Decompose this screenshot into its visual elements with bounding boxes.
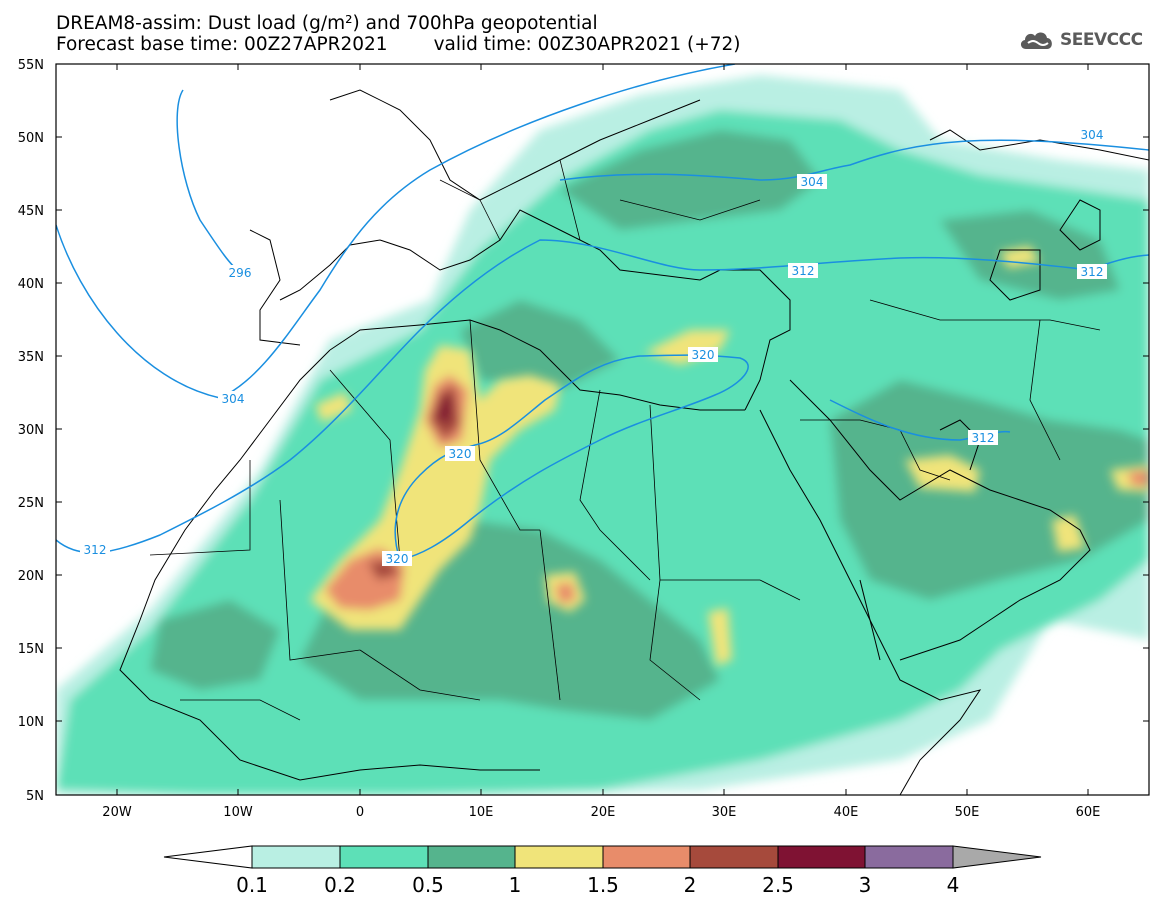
lat-label: 55N (18, 58, 44, 73)
dust-band-2.5 (436, 396, 452, 424)
lon-label: 50E (955, 805, 980, 820)
contour-label: 312 (1081, 265, 1104, 279)
lat-label: 10N (18, 715, 44, 730)
lon-label: 20E (591, 805, 616, 820)
colorbar: 0.1 0.2 0.5 1 1.5 2 2.5 3 4 (163, 845, 1042, 897)
lat-label: 20N (18, 569, 44, 584)
tick-marks (56, 63, 1149, 795)
lon-label: 30E (712, 805, 737, 820)
valid-time: valid time: 00Z30APR2021 (+72) (433, 34, 741, 55)
logo-text: SEEVCCC (1060, 30, 1143, 50)
lon-label: 60E (1076, 805, 1101, 820)
contour-304 (559, 139, 1149, 181)
cloud-logo-icon (1020, 32, 1052, 49)
lat-label: 5N (26, 789, 44, 804)
dust-field (56, 64, 1149, 795)
contour-label: 320 (692, 348, 715, 362)
lon-label: 20W (102, 805, 132, 820)
lat-labels: 55N 50N 45N 40N 35N 30N 25N 20N 15N 10N … (18, 58, 44, 804)
colorbar-segment (864, 845, 954, 869)
colorbar-label: 0.2 (324, 873, 356, 897)
lat-label: 45N (18, 204, 44, 219)
lat-label: 30N (18, 423, 44, 438)
dust-band-1 (708, 608, 732, 666)
colorbar-label: 1.5 (587, 873, 619, 897)
colorbar-label: 0.5 (412, 873, 444, 897)
seevccc-logo: SEEVCCC (1018, 27, 1143, 53)
lon-label: 40E (834, 805, 859, 820)
colorbar-under (163, 845, 253, 869)
contour-label: 312 (972, 431, 995, 445)
contour-label: 320 (449, 447, 472, 461)
contour-label: 304 (801, 175, 824, 189)
contour-label: 296 (229, 266, 252, 280)
contour-label: 312 (792, 264, 815, 278)
colorbar-label: 1 (509, 873, 522, 897)
colorbar-segment (602, 845, 691, 869)
dust-band-1.5 (1128, 470, 1149, 486)
colorbar-over (952, 845, 1042, 869)
lat-label: 50N (18, 131, 44, 146)
lat-label: 35N (18, 350, 44, 365)
dust-band-1 (1052, 515, 1085, 552)
contour-label: 304 (1081, 128, 1104, 142)
map-subtitle: Forecast base time: 00Z27APR2021 valid ti… (56, 35, 741, 55)
dust-band-1 (645, 330, 730, 365)
lon-label: 10E (469, 805, 494, 820)
colorbar-segment (514, 845, 604, 869)
forecast-base-time: Forecast base time: 00Z27APR2021 (56, 34, 388, 55)
colorbar-label: 4 (947, 873, 960, 897)
contour-label: 312 (84, 543, 107, 557)
colorbar-segment (251, 845, 341, 869)
contour-label: 320 (386, 552, 409, 566)
dust-band-1.5 (555, 582, 576, 604)
dust-band-0.5 (460, 300, 620, 390)
contour-label: 304 (222, 392, 245, 406)
contour-296 (176, 89, 241, 273)
colorbar-label: 0.1 (236, 873, 268, 897)
colorbar-segment (339, 845, 429, 869)
colorbar-segment (689, 845, 779, 869)
contour-304 (56, 64, 736, 399)
contour-labels: 296 304 304 304 304 312 312 312 312 320 … (80, 127, 1107, 566)
colorbar-label: 3 (859, 873, 872, 897)
lat-label: 40N (18, 277, 44, 292)
lon-label: 0 (356, 805, 364, 820)
dust-band-1 (315, 392, 352, 422)
dust-band-1 (905, 455, 980, 492)
lat-label: 25N (18, 496, 44, 511)
colorbar-segment (427, 845, 516, 869)
lon-labels: 20W 10W 0 10E 20E 30E 40E 50E 60E (102, 805, 1100, 820)
dust-band-0.5 (560, 130, 820, 230)
map-title: DREAM8-assim: Dust load (g/m²) and 700hP… (56, 13, 598, 34)
contour-312 (56, 239, 1149, 554)
lon-label: 10W (223, 805, 253, 820)
lat-label: 15N (18, 642, 44, 657)
colorbar-label: 2.5 (762, 873, 794, 897)
colorbar-label: 2 (684, 873, 697, 897)
dust-band-0.5 (150, 600, 280, 690)
colorbar-segment (777, 845, 866, 869)
